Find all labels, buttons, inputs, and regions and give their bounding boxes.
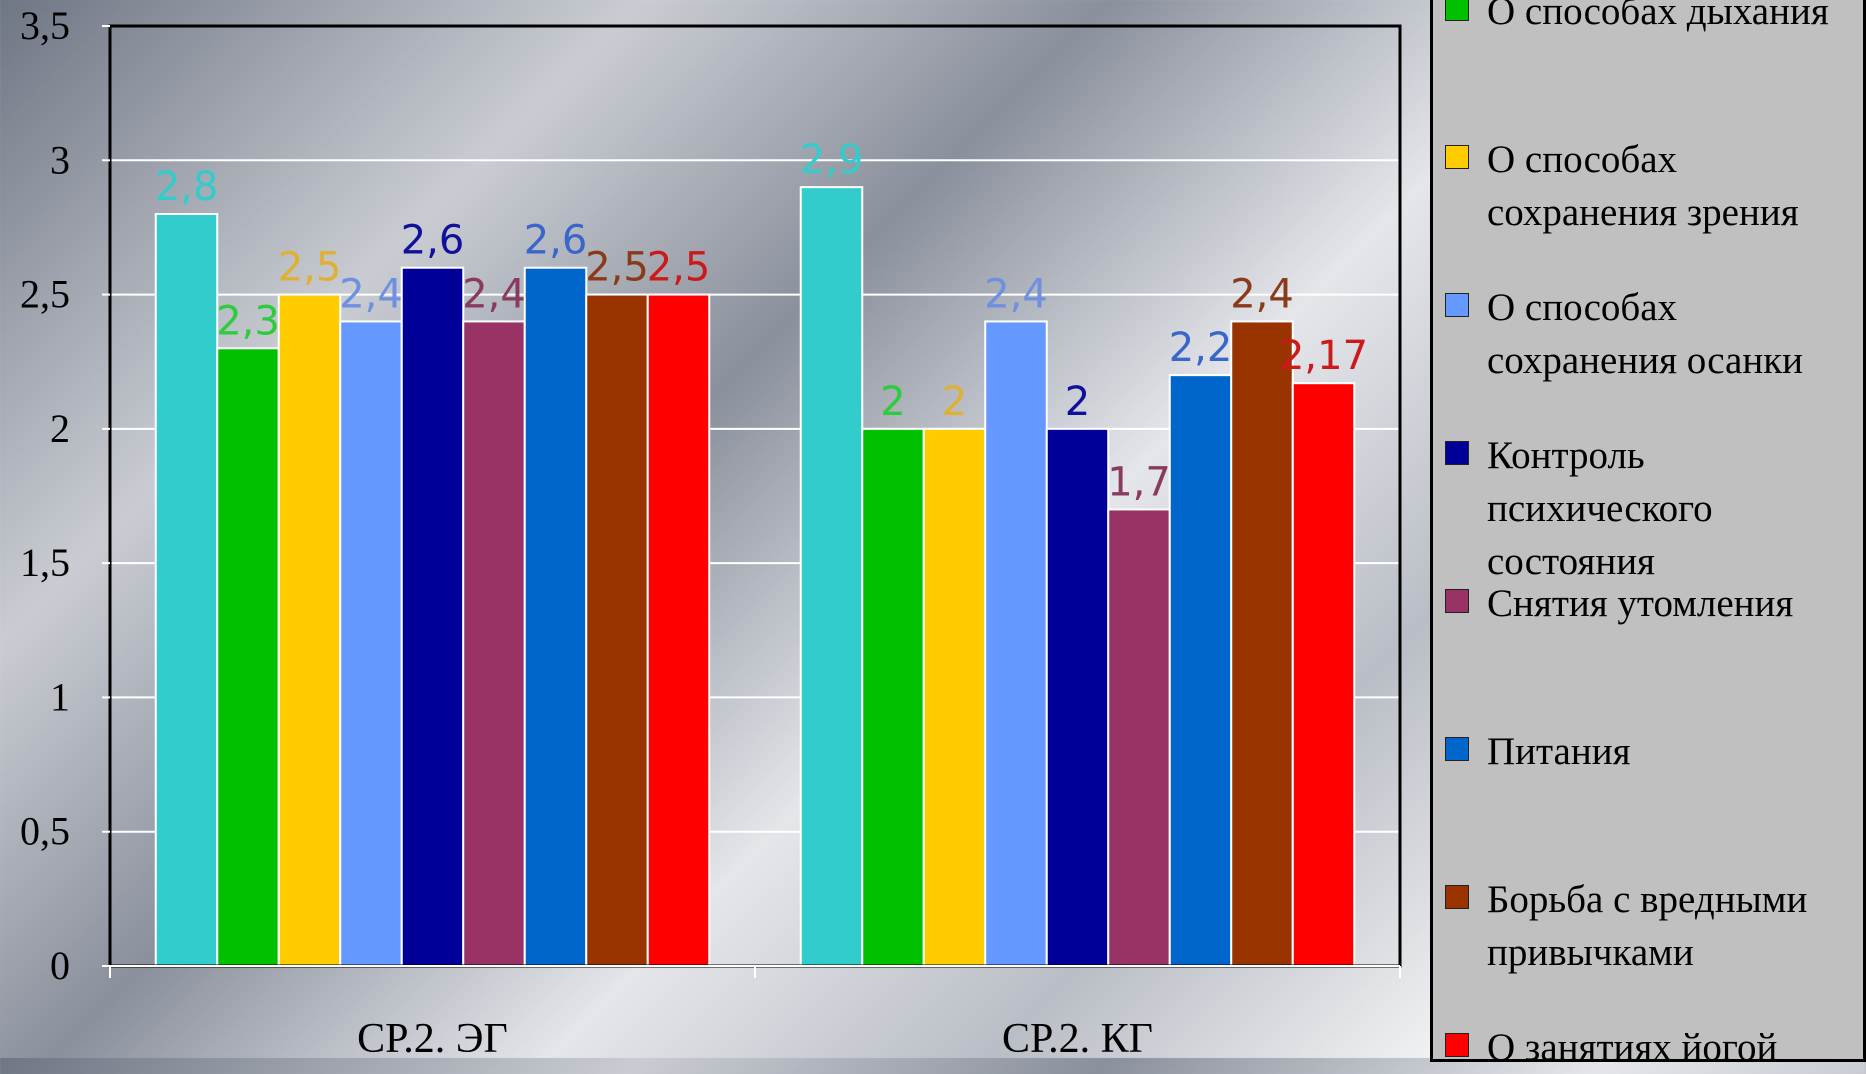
legend-label: Питания: [1487, 730, 1631, 773]
data-label: 2,3: [216, 298, 280, 344]
bar: [922, 427, 987, 968]
data-label: 2,4: [984, 271, 1048, 317]
legend-swatch: [1445, 885, 1469, 909]
data-label: 2,8: [155, 164, 219, 210]
category-label: СР.2. КГ: [1002, 1016, 1153, 1058]
legend: О способах дыхания О способах сохранения…: [1430, 0, 1866, 1069]
bar: [277, 293, 342, 968]
data-labels: 2,82,32,52,42,62,42,62,52,52,92 22,421,72…: [155, 137, 1368, 505]
legend-label: Снятия утомления: [1487, 582, 1794, 625]
y-tick-label: 0,5: [20, 809, 70, 854]
data-label: 2: [1065, 379, 1090, 425]
legend-label: Контроль психического состояния: [1487, 434, 1713, 583]
data-label: 2,4: [1230, 271, 1294, 317]
bar: [1168, 374, 1233, 967]
data-label: 2: [942, 379, 967, 425]
y-tick-label: 2: [50, 406, 70, 451]
data-label: 2,6: [401, 218, 465, 264]
legend-swatch: [1445, 145, 1469, 169]
category-label: СР.2. ЭГ: [357, 1016, 508, 1058]
bar: [154, 213, 219, 967]
bar: [646, 293, 711, 968]
data-label: 2,5: [278, 245, 342, 291]
data-label: 2,4: [462, 271, 526, 317]
y-tick-label: 3: [50, 137, 70, 182]
data-label: 2: [880, 379, 905, 425]
y-tick-label: 3,5: [20, 3, 70, 48]
bar: [1045, 427, 1110, 968]
bar: [984, 320, 1048, 967]
bar: [339, 320, 403, 967]
bar: [400, 266, 465, 967]
legend-swatch: [1445, 737, 1469, 761]
legend-label: О способах сохранения осанки: [1487, 286, 1804, 382]
legend-label: Борьба с вредными привычками: [1487, 878, 1808, 974]
data-label: 2,5: [647, 245, 711, 291]
y-tick-label: 0: [50, 943, 70, 988]
data-label: 2,9: [800, 137, 864, 183]
bar: [1291, 382, 1356, 967]
data-label: 1,7: [1107, 459, 1171, 505]
legend-swatch: [1445, 1033, 1469, 1057]
legend-label: О способах дыхания: [1487, 0, 1829, 33]
bar-chart: 0 0,5 1 1,5 2 2,5 3 3,5 СР.2. ЭГ СР.2. КГ 2,8 2,3 2…: [20, 3, 1402, 1058]
bar: [1107, 508, 1171, 967]
y-tick-label: 1,5: [20, 540, 70, 585]
legend-label: О способах сохранения зрения: [1487, 138, 1799, 234]
legend-swatch: [1445, 589, 1469, 613]
data-label: 2,2: [1169, 325, 1233, 371]
y-tick-label: 1: [50, 674, 70, 719]
bar: [523, 266, 588, 967]
bar: [1230, 320, 1294, 967]
y-tick-label: 2,5: [20, 272, 70, 317]
data-label: 2,5: [585, 245, 649, 291]
legend-swatch: [1445, 293, 1469, 317]
bar: [462, 320, 526, 967]
data-label: 2,4: [339, 271, 403, 317]
bar: [799, 186, 864, 967]
bar: [585, 293, 649, 968]
bar: [216, 347, 280, 967]
data-label: 2,6: [524, 218, 588, 264]
legend-swatch: [1445, 0, 1469, 21]
bars: [154, 186, 1356, 968]
bar: [861, 427, 925, 968]
legend-swatch: [1445, 441, 1469, 465]
data-label: 2,17: [1279, 333, 1368, 379]
axes: 0 0,5 1 1,5 2 2,5 3 3,5 СР.2. ЭГ СР.2. КГ: [20, 3, 1402, 1058]
legend-label: О занятиях йогой: [1487, 1026, 1778, 1069]
